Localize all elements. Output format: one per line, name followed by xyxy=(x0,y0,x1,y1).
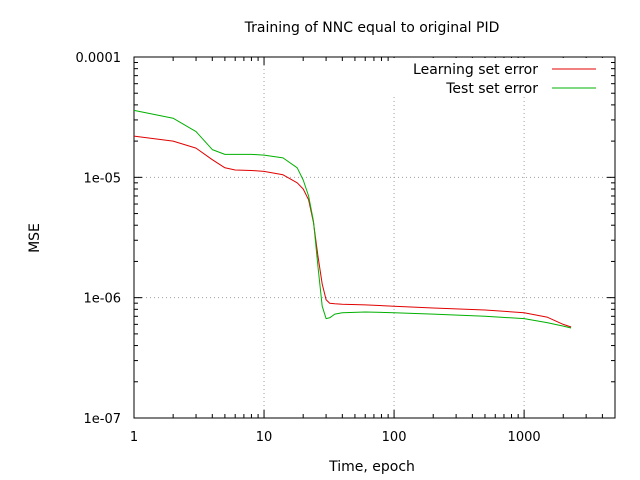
series-line xyxy=(133,109,572,329)
axis-ticks: 1 10 100 1000 0.0001 1e-05 1e-06 1e-07 xyxy=(76,51,616,445)
y-tick-label: 1e-06 xyxy=(83,292,121,307)
x-tick-label: 10 xyxy=(256,430,273,445)
x-tick-label: 1 xyxy=(130,430,138,445)
x-axis-label: Time, epoch xyxy=(328,459,415,475)
series-lines xyxy=(133,109,572,329)
y-tick-label: 0.0001 xyxy=(76,51,122,66)
x-tick-label: 100 xyxy=(382,430,407,445)
y-tick-label: 1e-05 xyxy=(83,171,121,186)
chart-title: Training of NNC equal to original PID xyxy=(244,20,500,36)
y-tick-label: 1e-07 xyxy=(83,412,121,427)
y-axis-label: MSE xyxy=(27,223,43,253)
legend-label: Test set error xyxy=(445,81,538,97)
legend-bg xyxy=(390,58,608,76)
legend-bg xyxy=(390,77,608,95)
series-line xyxy=(133,135,572,328)
x-tick-label: 1000 xyxy=(508,430,541,445)
legend: Learning set error Test set error xyxy=(390,58,608,97)
grid-lines xyxy=(134,57,615,418)
legend-label: Learning set error xyxy=(413,62,538,78)
plot-frame xyxy=(133,56,616,419)
